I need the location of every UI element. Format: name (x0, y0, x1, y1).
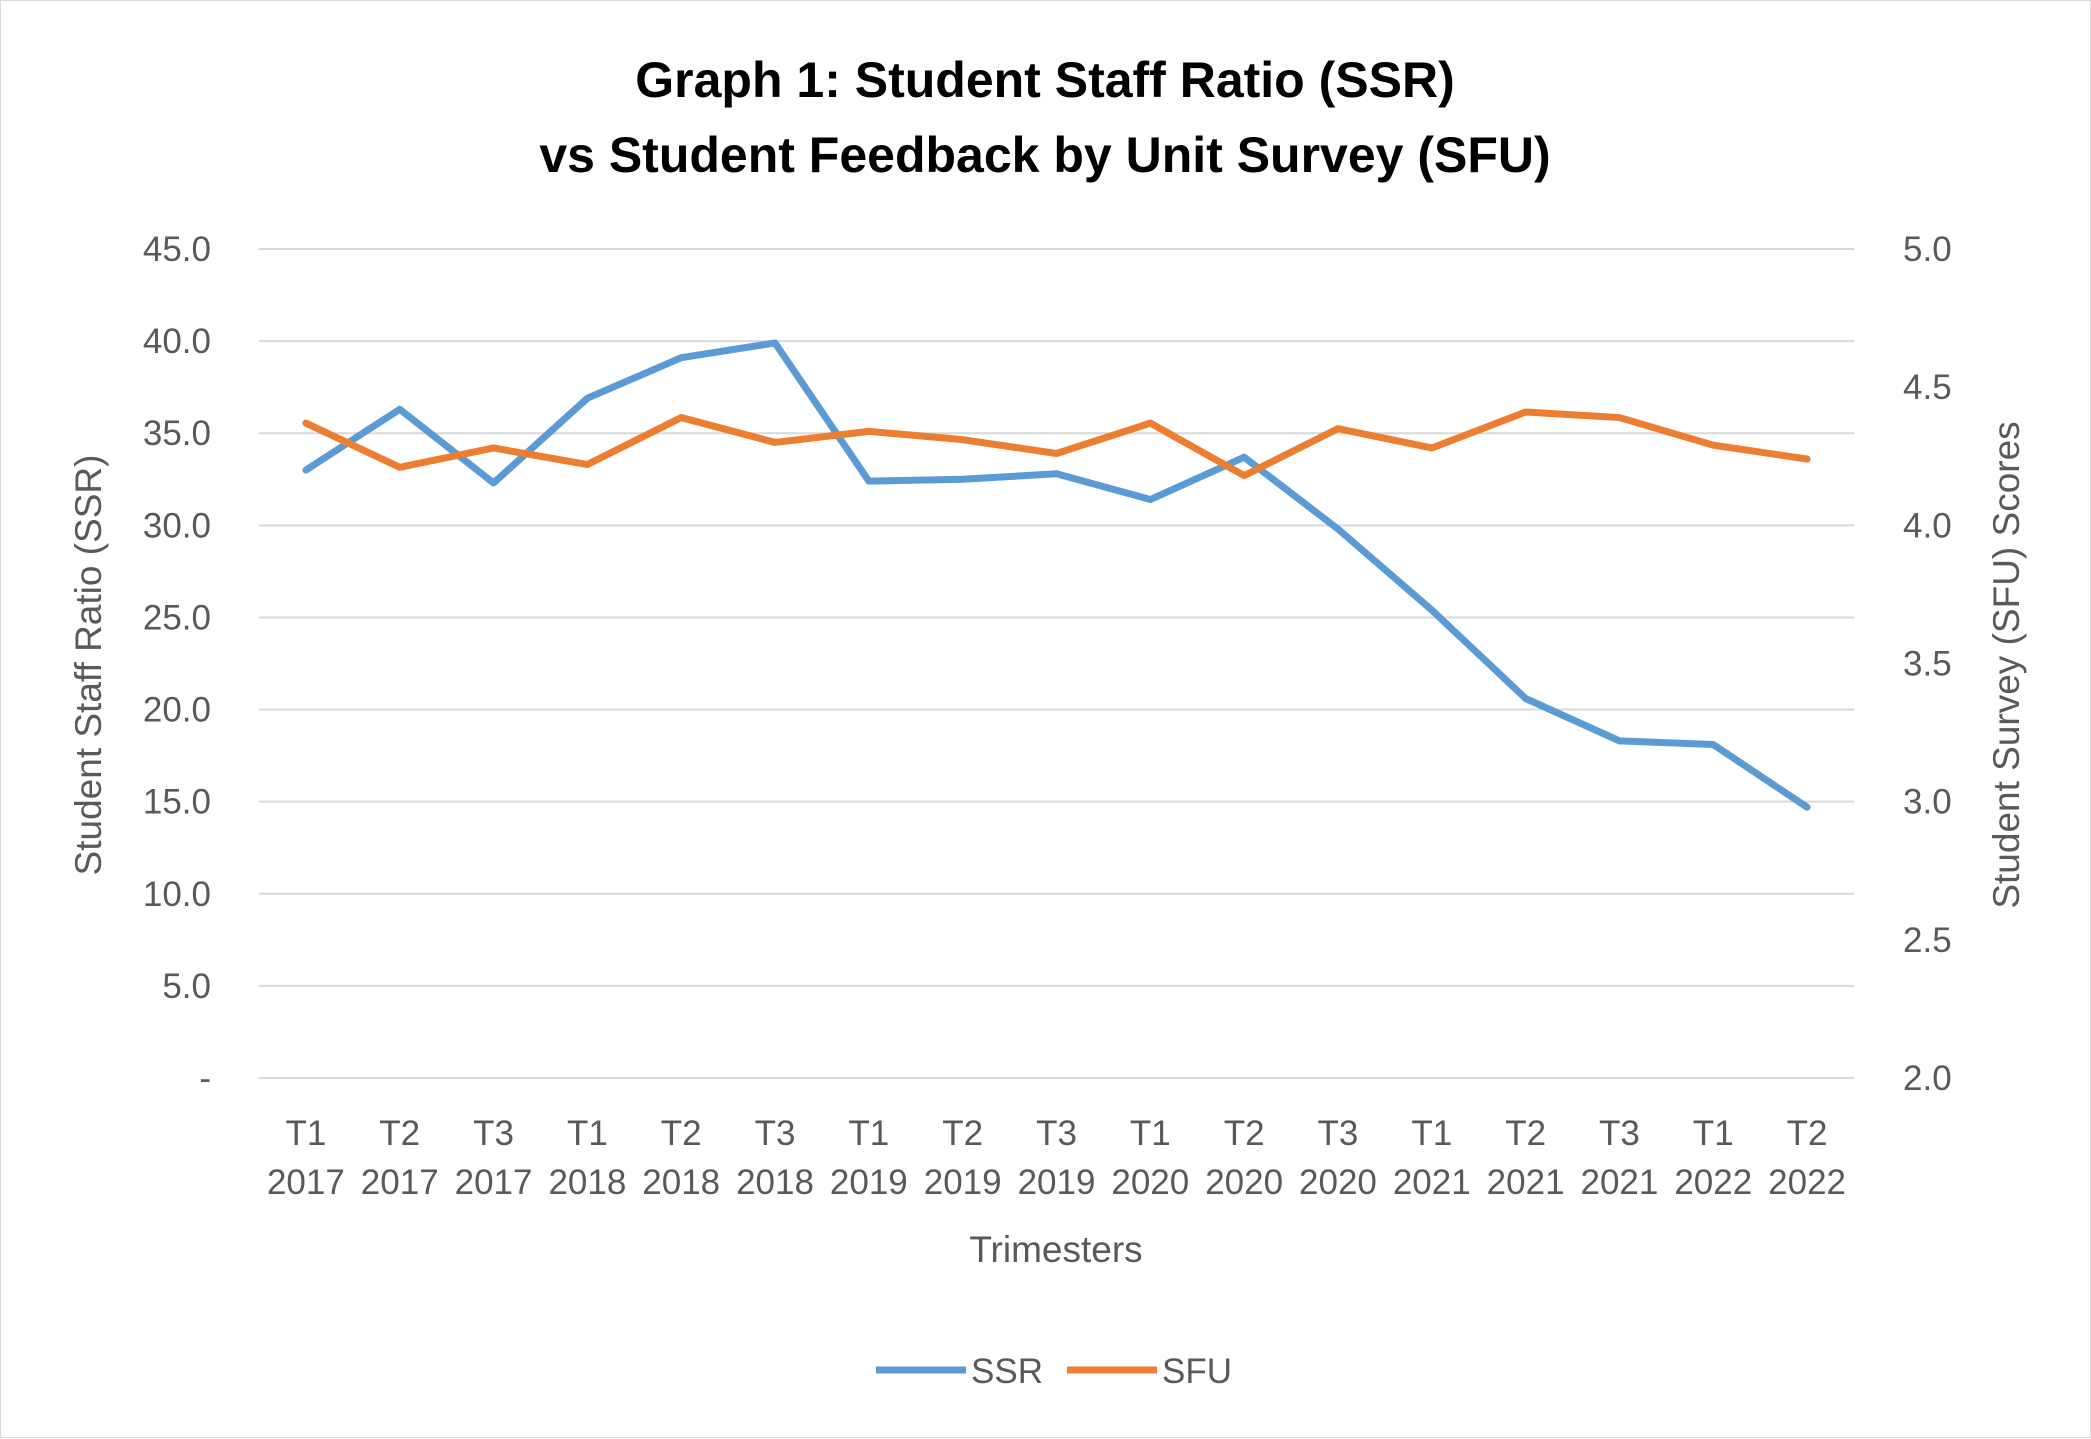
x-tick-label-trimester: T2 (661, 1114, 702, 1153)
series-line-sfu (302, 408, 1811, 480)
left-axis-ticks: - 5.0 10.0 15.0 20.0 25.0 30.0 35.0 40.0 45.0 (143, 230, 211, 1098)
x-tick-label-year: 2017 (267, 1163, 345, 1202)
right-tick-label: 4.5 (1903, 368, 1952, 407)
x-tick-label-year: 2020 (1205, 1163, 1283, 1202)
x-tick-label-trimester: T2 (1505, 1114, 1546, 1153)
right-tick-label: 5.0 (1903, 230, 1952, 269)
chart-title-line-2: vs Student Feedback by Unit Survey (SFU) (539, 127, 1550, 183)
x-tick-label-trimester: T2 (1224, 1114, 1265, 1153)
left-tick-label: 45.0 (143, 230, 211, 269)
series-line-ssr (302, 339, 1811, 811)
legend: SSR SFU (876, 1352, 1232, 1391)
x-tick-label-year: 2021 (1393, 1163, 1471, 1202)
left-axis-title: Student Staff Ratio (SSR) (68, 455, 109, 876)
right-tick-label: 3.0 (1903, 783, 1952, 822)
x-axis-title: Trimesters (969, 1229, 1142, 1270)
left-tick-label: 10.0 (143, 875, 211, 914)
x-tick-label-year: 2020 (1299, 1163, 1377, 1202)
x-tick-label-year: 2017 (361, 1163, 439, 1202)
right-tick-label: 2.5 (1903, 921, 1952, 960)
legend-sfu-label: SFU (1162, 1352, 1232, 1391)
right-tick-label: 4.0 (1903, 506, 1952, 545)
right-tick-label: 3.5 (1903, 645, 1952, 684)
left-tick-label: 20.0 (143, 691, 211, 730)
x-tick-label-year: 2021 (1487, 1163, 1565, 1202)
right-axis-ticks: 2.0 2.5 3.0 3.5 4.0 4.5 5.0 (1903, 230, 1952, 1098)
x-tick-label-trimester: T3 (1036, 1114, 1077, 1153)
x-tick-label-trimester: T1 (567, 1114, 608, 1153)
x-tick-label-trimester: T2 (1787, 1114, 1828, 1153)
x-tick-label-trimester: T1 (848, 1114, 889, 1153)
left-tick-label: 30.0 (143, 506, 211, 545)
x-tick-label-year: 2017 (455, 1163, 533, 1202)
x-tick-label-year: 2018 (736, 1163, 814, 1202)
x-tick-label-trimester: T3 (473, 1114, 514, 1153)
x-tick-label-year: 2022 (1768, 1163, 1846, 1202)
x-tick-label-trimester: T1 (1693, 1114, 1734, 1153)
x-tick-label-trimester: T1 (285, 1114, 326, 1153)
right-tick-label: 2.0 (1903, 1059, 1952, 1098)
left-tick-label: 40.0 (143, 322, 211, 361)
x-tick-label-year: 2019 (830, 1163, 908, 1202)
left-tick-label: 25.0 (143, 598, 211, 637)
left-tick-label: 35.0 (143, 414, 211, 453)
x-tick-label-trimester: T1 (1411, 1114, 1452, 1153)
left-tick-label: 15.0 (143, 783, 211, 822)
x-axis-ticks: T1 2017 T2 2017 T3 2017 T1 2018 T2 2018 T3 2018 T1 20… (267, 1114, 1846, 1202)
x-tick-label-year: 2020 (1111, 1163, 1189, 1202)
x-tick-label-year: 2018 (642, 1163, 720, 1202)
x-tick-label-trimester: T1 (1130, 1114, 1171, 1153)
x-tick-label-trimester: T3 (755, 1114, 796, 1153)
x-tick-label-year: 2021 (1581, 1163, 1659, 1202)
x-tick-label-trimester: T2 (942, 1114, 983, 1153)
x-tick-label-year: 2018 (548, 1163, 626, 1202)
legend-ssr-label: SSR (971, 1352, 1043, 1391)
series-lines (302, 339, 1811, 811)
chart-title-line-1: Graph 1: Student Staff Ratio (SSR) (635, 52, 1454, 108)
gridlines (259, 248, 1854, 1079)
x-tick-label-trimester: T3 (1599, 1114, 1640, 1153)
left-tick-label: 5.0 (162, 967, 211, 1006)
x-tick-label-year: 2022 (1674, 1163, 1752, 1202)
x-tick-label-year: 2019 (924, 1163, 1002, 1202)
x-tick-label-year: 2019 (1018, 1163, 1096, 1202)
x-tick-label-trimester: T2 (379, 1114, 420, 1153)
left-tick-label: - (199, 1059, 211, 1098)
right-axis-title: Student Survey (SFU) Scores (1986, 421, 2027, 908)
x-tick-label-trimester: T3 (1318, 1114, 1359, 1153)
